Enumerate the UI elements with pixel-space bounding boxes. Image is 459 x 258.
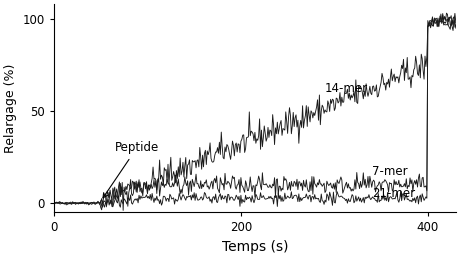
Text: 14-mer: 14-mer (325, 82, 367, 95)
Text: 21-mer: 21-mer (371, 187, 414, 200)
Text: Peptide: Peptide (103, 141, 159, 198)
X-axis label: Temps (s): Temps (s) (221, 240, 287, 254)
Text: 7-mer: 7-mer (371, 165, 407, 178)
Y-axis label: Relargage (%): Relargage (%) (4, 63, 17, 153)
